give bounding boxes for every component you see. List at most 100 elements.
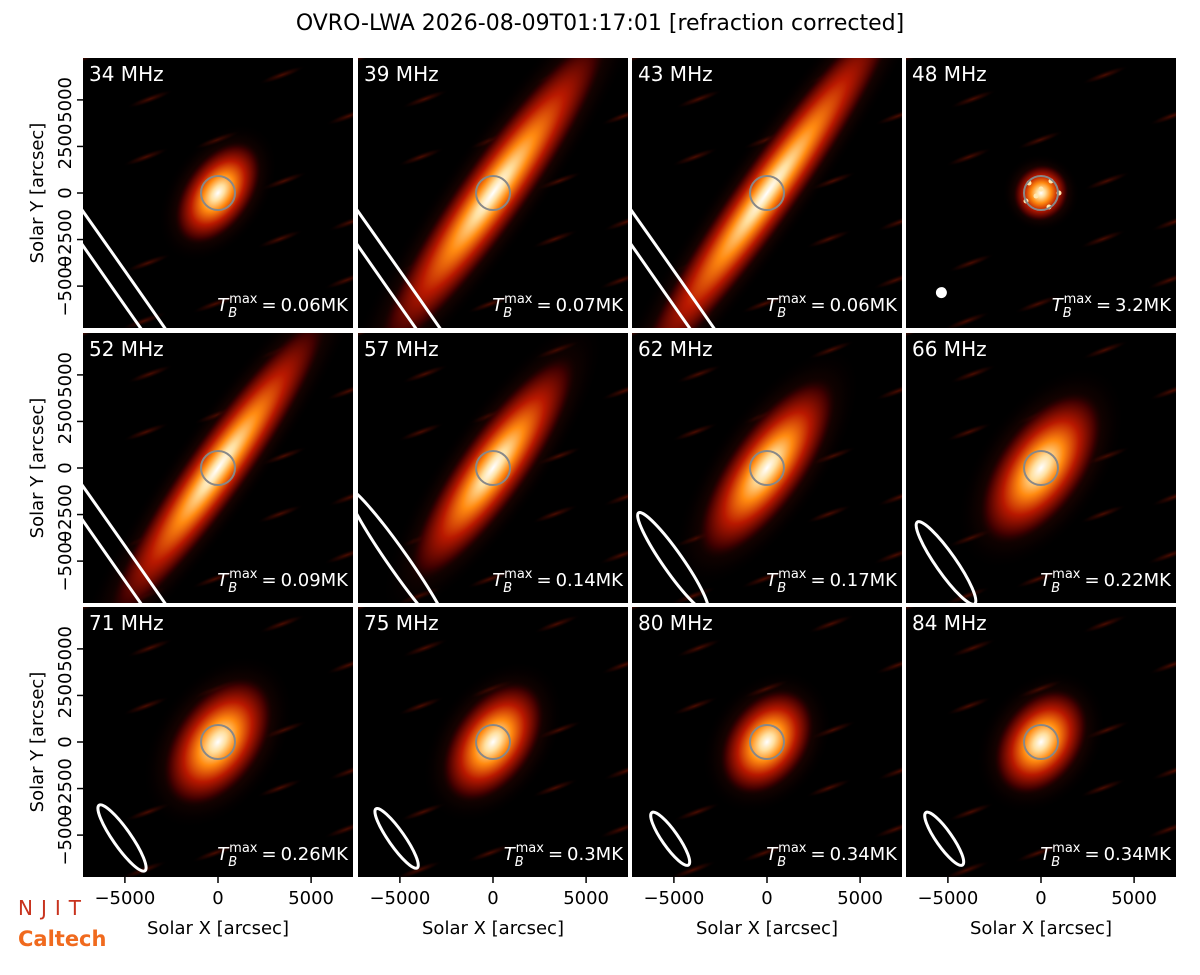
annotation-symbol: T (1040, 570, 1053, 591)
sidelobe (947, 253, 995, 273)
sidelobe (671, 422, 719, 442)
emission (374, 58, 612, 328)
panel: 62 MHz TBmax = 0.17MK (632, 333, 902, 603)
sidelobe (327, 212, 353, 232)
beam (636, 511, 710, 603)
hot-spot (1033, 193, 1039, 199)
sidelobe (325, 381, 353, 401)
panel-title: 39 MHz (364, 62, 439, 86)
emission (1012, 163, 1070, 223)
sidelobe (323, 545, 353, 565)
sidelobe (1150, 212, 1176, 232)
y-tick-label: −2500 (55, 209, 76, 270)
beam (649, 810, 692, 867)
sidelobe (673, 802, 721, 822)
annotation-superscript: max (504, 292, 533, 307)
sidelobe (949, 638, 997, 658)
annotation-value: 3.2MK (1115, 295, 1172, 316)
sidelobe (256, 778, 304, 798)
annotation-value: 0.17MK (830, 570, 899, 591)
sidelobe (945, 696, 993, 716)
panel-title: 57 MHz (364, 337, 439, 361)
y-tick-label: −2500 (55, 484, 76, 545)
annotation: TBmax = 0.14MK (492, 567, 624, 596)
x-tick-label: 5000 (837, 888, 883, 909)
emission (632, 58, 902, 328)
y-tick-label: 5000 (55, 352, 76, 398)
sidelobe (669, 860, 717, 877)
y-tick-label: 5000 (55, 77, 76, 123)
sidelobe (600, 381, 628, 401)
sidelobe (943, 860, 991, 877)
x-axis-label: Solar X [arcsec] (422, 918, 564, 939)
sidelobe (327, 487, 353, 507)
image (906, 333, 1176, 603)
sidelobe (805, 229, 853, 249)
sidelobe (874, 106, 902, 126)
sidelobe (1079, 229, 1127, 249)
emission (161, 675, 275, 809)
y-tick-label: 0 (55, 462, 76, 473)
annotation-superscript: max (516, 841, 545, 856)
y-axis-label: Solar Y [arcsec] (27, 123, 48, 264)
solar-disk (749, 724, 785, 760)
panel-title: 75 MHz (364, 611, 439, 635)
emission (992, 687, 1090, 797)
sidelobe (876, 761, 902, 781)
emission (173, 139, 263, 247)
annotation-superscript: max (778, 567, 807, 582)
sidelobe (805, 778, 853, 798)
annotation-subscript: B (228, 581, 237, 596)
sidelobe (395, 860, 443, 877)
sidelobe (807, 614, 855, 634)
sidelobe (191, 294, 239, 314)
annotation-value: 0.34MK (1104, 844, 1173, 865)
sidelobe (600, 655, 628, 675)
annotation-subscript: B (503, 306, 512, 321)
annotation: TBmax = 0.22MK (1040, 567, 1172, 596)
logo-njit: NJIT (18, 896, 89, 920)
annotation: TBmax = 0.26MK (217, 841, 349, 870)
x-tick-label: 5000 (288, 888, 334, 909)
x-axis-label: Solar X [arcsec] (147, 918, 289, 939)
annotation-subscript: B (777, 855, 786, 870)
solar-disk (1023, 175, 1059, 211)
sidelobe (675, 364, 723, 384)
annotation-relation: = (261, 295, 276, 316)
emission (105, 333, 331, 603)
logo-caltech: Caltech (18, 927, 106, 951)
annotation-superscript: max (229, 292, 258, 307)
sidelobe (1148, 381, 1176, 401)
sidelobe (945, 422, 993, 442)
annotation-superscript: max (229, 567, 258, 582)
beam (83, 58, 353, 328)
annotation-relation: = (548, 844, 563, 865)
sidelobe (1081, 340, 1129, 360)
beam (935, 287, 947, 299)
annotation-relation: = (536, 295, 551, 316)
solar-disk (1023, 450, 1059, 486)
annotation-subscript: B (515, 855, 524, 870)
x-tick-label: −5000 (643, 888, 704, 909)
sidelobe (124, 253, 172, 273)
x-tick-label: 0 (761, 888, 772, 909)
sidelobe (122, 422, 170, 442)
sidelobe (1148, 655, 1176, 675)
annotation-symbol: T (504, 844, 517, 865)
x-tick-label: −5000 (369, 888, 430, 909)
y-tick-label: −5000 (55, 805, 76, 866)
sidelobe (325, 655, 353, 675)
sidelobe (598, 270, 628, 290)
annotation: TBmax = 0.07MK (492, 292, 624, 321)
image (906, 607, 1176, 877)
annotation-superscript: max (1052, 567, 1081, 582)
sidelobe (327, 761, 353, 781)
panel: 57 MHz TBmax = 0.14MK (358, 333, 628, 603)
solar-disk (475, 175, 511, 211)
image (632, 58, 902, 328)
annotation-subscript: B (1051, 855, 1060, 870)
emission (695, 375, 839, 561)
panel: 71 MHz TBmax = 0.26MK −5000 0 5000 Solar X [arc… (27, 607, 353, 939)
sidelobe (531, 778, 579, 798)
